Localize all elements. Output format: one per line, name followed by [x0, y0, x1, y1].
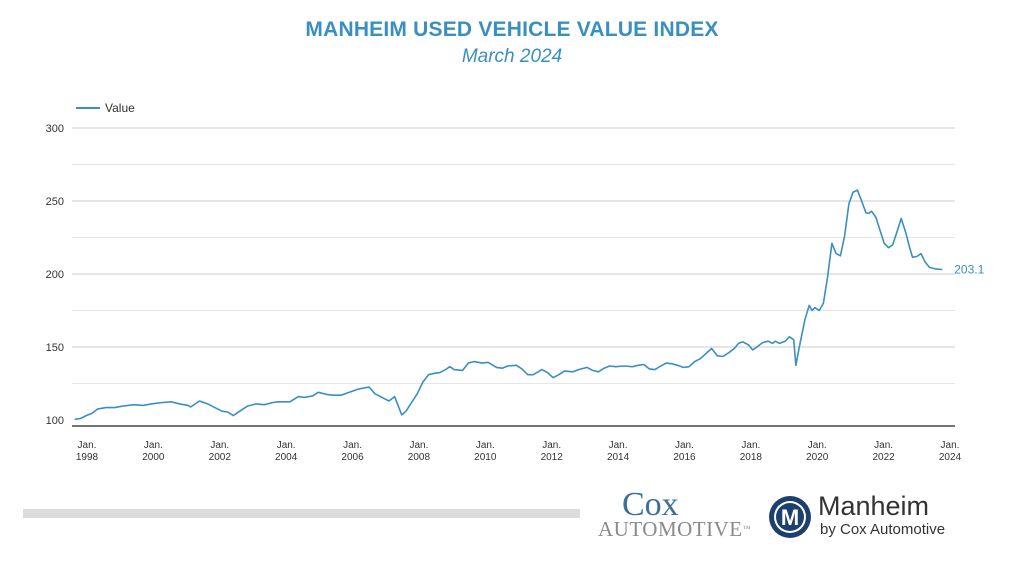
x-tick-label-month: Jan.: [144, 440, 163, 451]
end-value-label: 203.1: [954, 262, 984, 276]
x-tick-label-month: Jan.: [78, 440, 97, 451]
y-tick-label: 300: [46, 123, 64, 135]
x-tick-label-year: 2022: [872, 452, 895, 463]
line-chart: 100150200250300Jan.1998Jan.2000Jan.2002J…: [46, 101, 985, 463]
x-tick-label-year: 2002: [209, 452, 232, 463]
x-tick-label-month: Jan.: [277, 440, 296, 451]
x-tick-label-month: Jan.: [210, 440, 229, 451]
chart-subtitle: March 2024: [461, 46, 563, 67]
y-tick-label: 250: [46, 196, 64, 208]
manheim-logo-word: Manheim: [818, 491, 930, 521]
x-tick-label-year: 2014: [607, 452, 630, 463]
x-tick-label-year: 2024: [939, 452, 962, 463]
cox-logo-word: Cox: [622, 486, 679, 523]
x-tick-label-year: 2020: [806, 452, 829, 463]
x-tick-label-month: Jan.: [476, 440, 495, 451]
x-tick-label-month: Jan.: [542, 440, 561, 451]
x-tick-label-year: 2000: [142, 452, 165, 463]
x-tick-label-year: 2006: [341, 452, 364, 463]
manheim-logo-subtitle: by Cox Automotive: [820, 521, 946, 538]
cox-logo-automotive: AUTOMOTIVE™: [598, 517, 751, 541]
x-tick-label-month: Jan.: [741, 440, 760, 451]
x-tick-label-year: 2012: [541, 452, 564, 463]
footer-divider-bar: [23, 509, 580, 518]
legend-label-value: Value: [105, 101, 135, 115]
y-tick-label: 100: [46, 415, 64, 427]
y-tick-label: 200: [46, 269, 64, 281]
x-tick-label-month: Jan.: [409, 440, 428, 451]
x-tick-label-month: Jan.: [343, 440, 362, 451]
series-line-value: [74, 189, 943, 421]
x-tick-label-year: 2016: [673, 452, 696, 463]
x-tick-label-month: Jan.: [609, 440, 628, 451]
x-tick-label-month: Jan.: [808, 440, 827, 451]
manheim-logo-letter: M: [781, 505, 799, 530]
y-tick-label: 150: [46, 342, 64, 354]
x-tick-label-year: 1998: [76, 452, 99, 463]
cox-automotive-logo: Cox AUTOMOTIVE™: [598, 486, 751, 541]
chart-title: MANHEIM USED VEHICLE VALUE INDEX: [305, 18, 719, 41]
x-tick-label-month: Jan.: [874, 440, 893, 451]
x-tick-label-year: 2008: [408, 452, 431, 463]
x-tick-label-year: 2004: [275, 452, 298, 463]
x-tick-label-year: 2018: [740, 452, 763, 463]
manheim-logo-icon: M: [769, 496, 811, 538]
x-tick-label-month: Jan.: [675, 440, 694, 451]
x-tick-label-year: 2010: [474, 452, 497, 463]
x-tick-label-month: Jan.: [941, 440, 960, 451]
